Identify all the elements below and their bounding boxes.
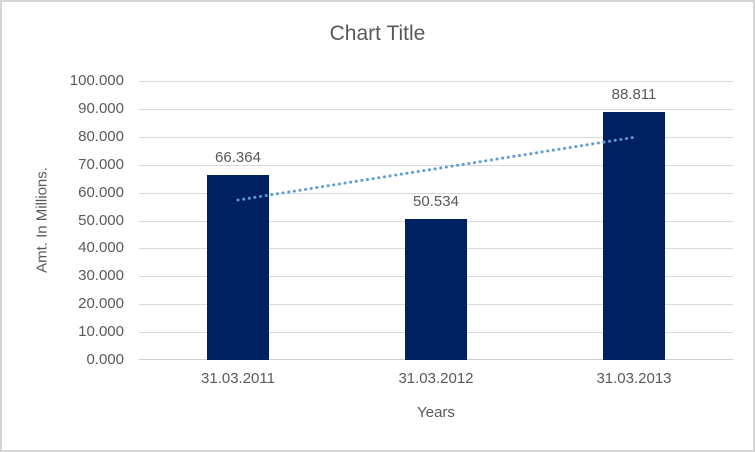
trendline [236, 135, 636, 202]
y-tick-label: 40.000 [78, 239, 124, 257]
x-tick-label: 31.03.2013 [596, 370, 672, 387]
chart-title: Chart Title [329, 22, 426, 45]
y-tick-label: 20.000 [78, 295, 124, 313]
gridline [139, 81, 733, 82]
gridline [139, 108, 733, 110]
bar [405, 219, 467, 360]
y-tick-label: 30.000 [78, 267, 124, 285]
bar-value-label: 66.364 [215, 148, 261, 166]
bar-value-label: 50.534 [413, 193, 459, 210]
x-tick-label: 31.03.2011 [201, 370, 275, 387]
y-tick-label: 80.000 [78, 127, 124, 145]
plot-area: 66.364 50.534 88.811 [139, 81, 733, 360]
x-axis-title: Years [417, 404, 455, 421]
y-tick-label: 50.000 [78, 211, 124, 229]
y-tick-label: 90.000 [78, 99, 124, 117]
bar [603, 112, 665, 360]
bar [207, 174, 269, 360]
y-tick-label: 100.000 [69, 72, 124, 89]
x-tick-label: 31.03.2012 [398, 370, 474, 387]
gridline [139, 192, 733, 194]
bar-value-label: 88.811 [611, 86, 657, 104]
y-tick-label: 70.000 [78, 155, 124, 173]
gridline [139, 136, 733, 138]
y-tick-label: 10.000 [78, 323, 124, 341]
y-tick-label: 0.000 [86, 351, 124, 368]
gridline [139, 164, 733, 166]
y-tick-label: 60.000 [78, 183, 124, 201]
